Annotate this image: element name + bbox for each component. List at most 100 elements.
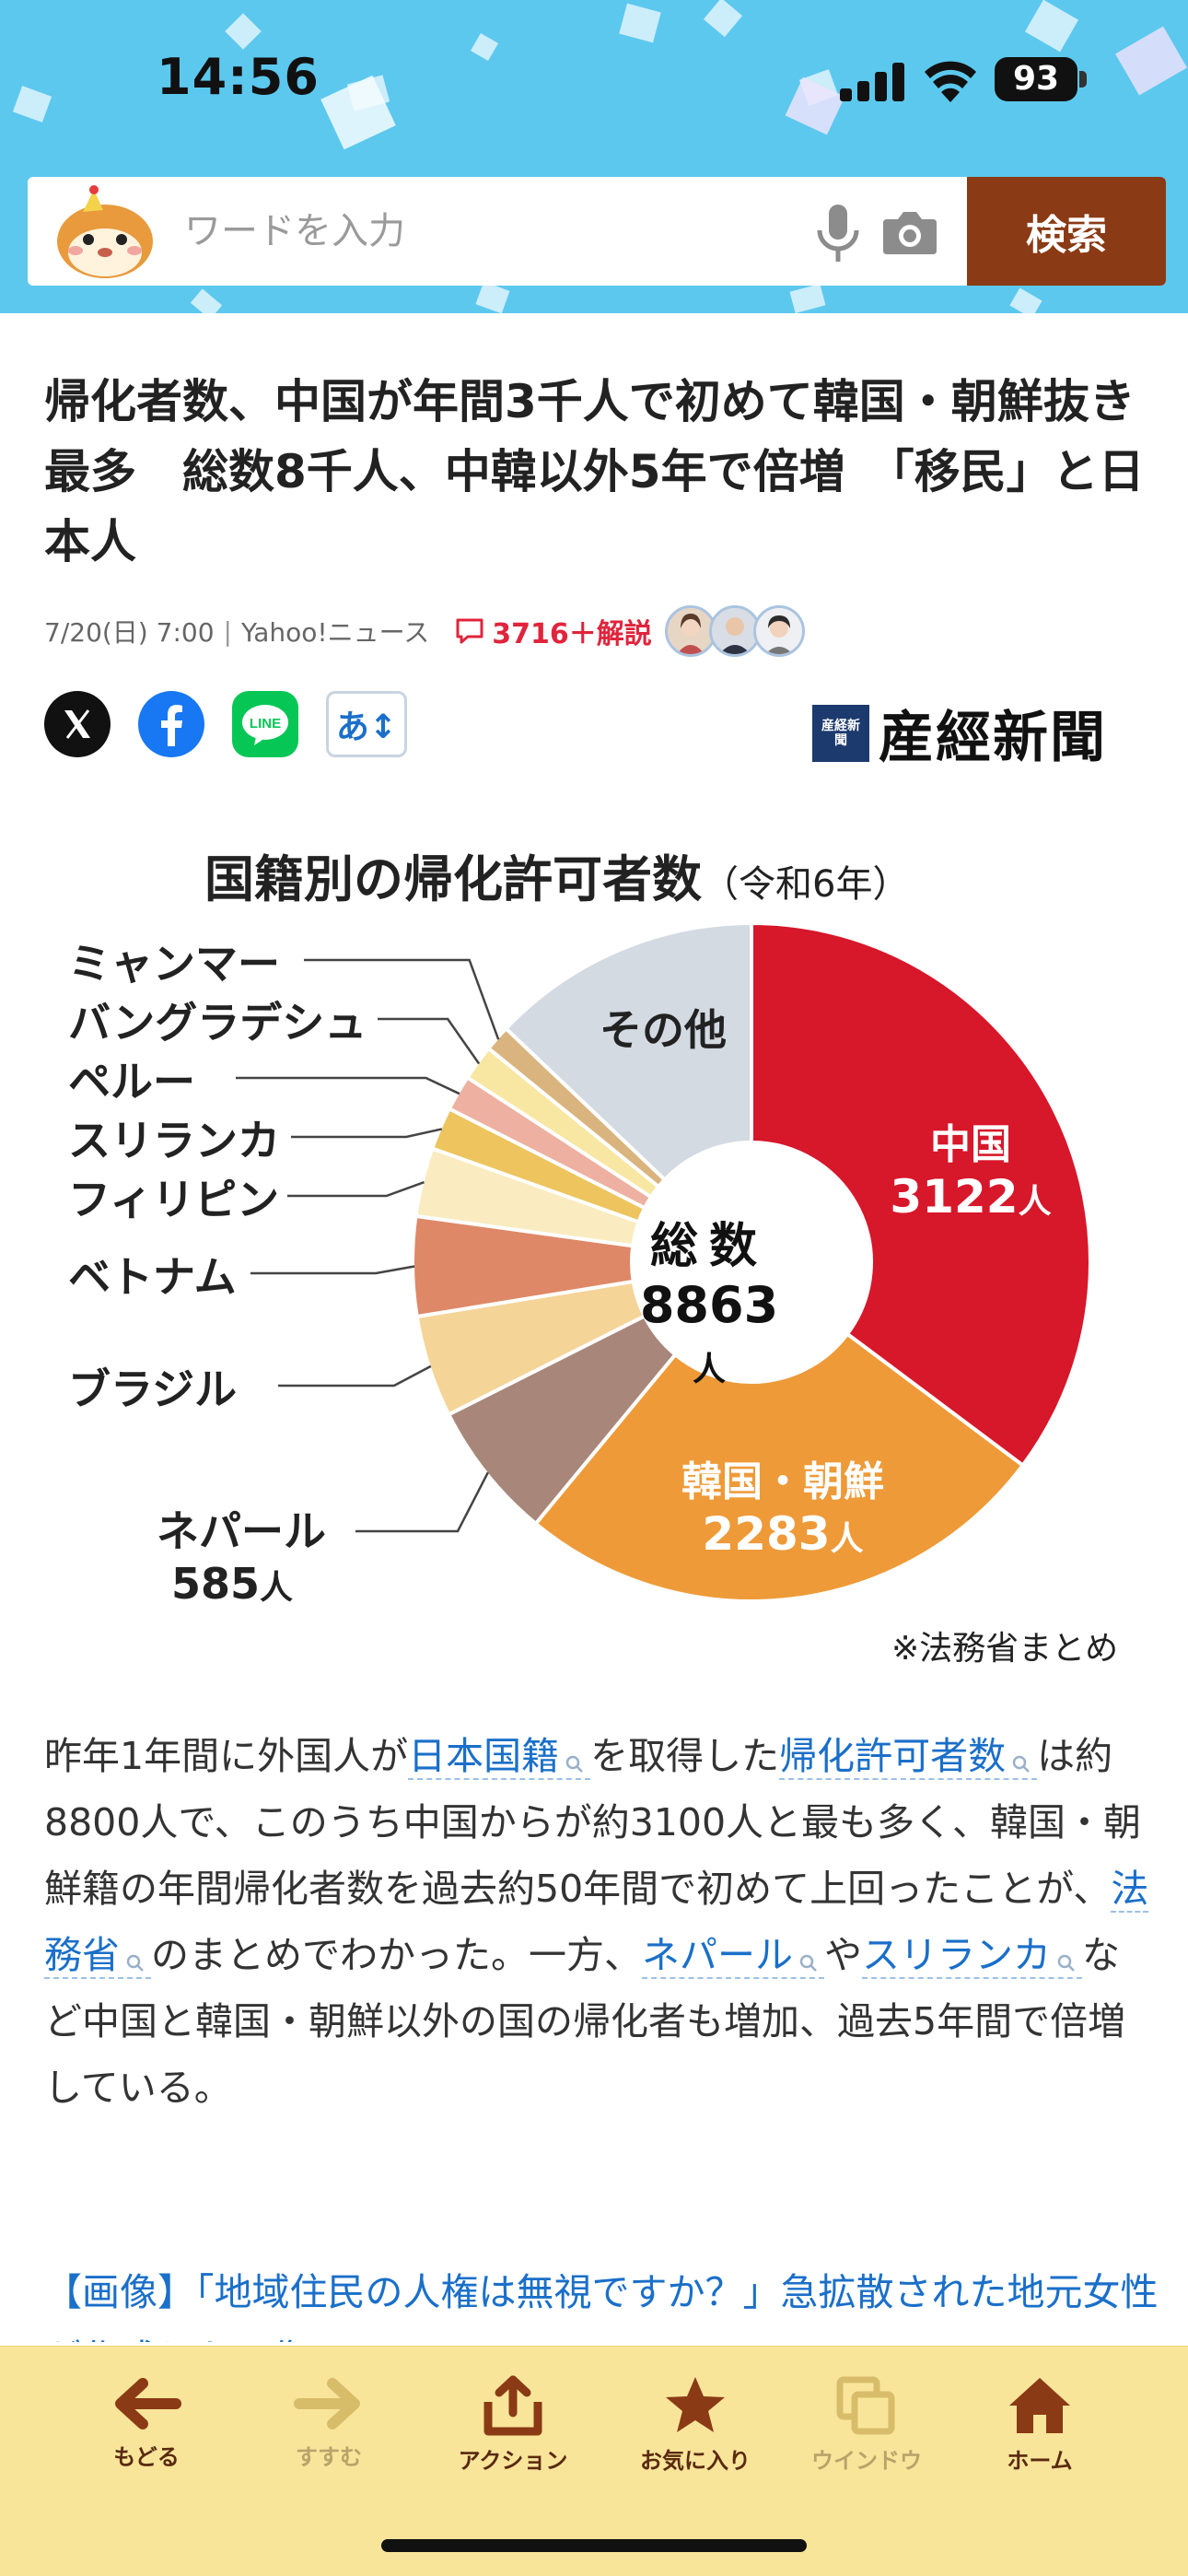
search-icon (1057, 1954, 1075, 1972)
forward-label: すすむ (296, 2444, 362, 2470)
share-facebook-button[interactable] (138, 691, 204, 757)
camera-icon[interactable] (879, 205, 940, 260)
publisher-mark: 産経新聞 (812, 704, 869, 762)
related-image-link[interactable]: 【画像】「地域住民の人権は無視ですか？」急拡散された地元女性が作成した画像 (44, 2270, 1159, 2342)
slice-unit: 人 (1018, 1183, 1052, 1221)
forward-button[interactable]: すすむ (250, 2374, 407, 2471)
slice-label-vietnam: ベトナム (68, 1252, 237, 1302)
slice-value-nepal: 585人 (171, 1559, 293, 1609)
slice-label-nepal: ネパール (157, 1506, 326, 1556)
body-text-span: を取得した (590, 1734, 780, 1778)
confetti (190, 288, 223, 313)
leader-line-8 (378, 1017, 481, 1065)
action-button[interactable]: アクション (435, 2374, 591, 2475)
slice-label-philippines: フィリピン (68, 1175, 280, 1224)
slice-china-name: 中国 (930, 1121, 1011, 1168)
share-line-button[interactable]: LINE (232, 691, 298, 757)
home-label: ホーム (1007, 2448, 1073, 2474)
keyword-text: スリランカ (862, 1933, 1051, 1977)
share-x-button[interactable] (44, 691, 111, 757)
avatar[interactable] (664, 605, 716, 657)
arrow-left-icon (115, 2378, 181, 2430)
font-size-button[interactable]: あ↕ (326, 691, 407, 757)
slice-label-other: その他 (600, 1005, 727, 1055)
home-button[interactable]: ホーム (961, 2374, 1118, 2475)
microphone-icon[interactable] (810, 201, 866, 265)
chart-center-unit: 人 (692, 1351, 726, 1388)
favorite-button[interactable]: お気に入り (617, 2374, 774, 2475)
search-icon (126, 1954, 144, 1972)
leader-line-7 (236, 1076, 460, 1095)
share-action-icon (483, 2375, 542, 2436)
star-icon (666, 2377, 725, 2432)
slice-label-myanmar: ミャンマー (68, 939, 280, 989)
confetti (789, 284, 826, 313)
chart-center-total: 総数 8863 人 (626, 1207, 792, 1392)
slice-korea-label: 韓国・朝鮮 2283人 (663, 1448, 903, 1561)
battery-icon: 93 (995, 57, 1087, 101)
expert-avatars[interactable] (664, 605, 805, 657)
slice-value-nepal-number: 585 (171, 1559, 261, 1609)
article-title: 帰化者数、中国が年間3千人で初めて韓国・朝鮮抜き最多 総数8千人、中韓以外5年で… (44, 375, 1145, 568)
slice-unit: 人 (260, 1569, 294, 1607)
facebook-logo-icon (161, 705, 182, 746)
body-text-span: など中国と韓国・朝鮮以外の国の帰化者も増加、過去5年間で倍増している。 (44, 1933, 1126, 2110)
home-icon (1009, 2378, 1070, 2433)
chart-subtitle: （令和6年） (702, 863, 910, 906)
leader-line-5 (287, 1181, 425, 1198)
leader-line-9 (304, 958, 500, 1040)
windows-icon (836, 2376, 895, 2435)
chart-center-value: 8863 (639, 1276, 779, 1334)
keyword-text: 帰化許可者数 (779, 1734, 1007, 1778)
confetti (1009, 287, 1042, 313)
status-bar: 14:56 93 (0, 0, 1188, 166)
comments-link[interactable]: 3716＋解説 (455, 611, 652, 651)
search-input[interactable] (184, 195, 792, 267)
slice-korea-name: 韓国・朝鮮 (681, 1458, 884, 1505)
slice-unit: 人 (830, 1520, 864, 1558)
svg-text:LINE: LINE (250, 716, 281, 732)
comment-icon (456, 618, 483, 644)
bottom-toolbar: もどる すすむ アクション お気に入り ウインドウ ホーム (0, 2346, 1188, 2576)
publisher-name: 産經新聞 (879, 706, 1107, 770)
chart-title-text: 国籍別の帰化許可者数 (204, 850, 702, 908)
share-buttons: LINE あ↕ (44, 691, 407, 757)
window-button[interactable]: ウインドウ (788, 2374, 945, 2475)
slice-label-srilanka: スリランカ (68, 1116, 280, 1165)
x-logo-icon (64, 709, 90, 739)
leader-line-6 (291, 1128, 443, 1139)
leader-line-2 (355, 1471, 489, 1533)
line-logo-icon: LINE (242, 705, 288, 745)
slice-china-value: 3122 (890, 1170, 1019, 1224)
avatar[interactable] (752, 605, 805, 657)
search-bar: 検索 (28, 177, 1166, 286)
search-button[interactable]: 検索 (967, 177, 1166, 286)
body-text-span: のまとめでわかった。一方、 (151, 1933, 642, 1977)
slice-china-label: 中国 3122人 (869, 1111, 1072, 1224)
keyword-text: 日本国籍 (408, 1734, 560, 1778)
meta-separator: | (223, 615, 232, 647)
window-label: ウインドウ (811, 2448, 922, 2474)
keyword-text: 法務省 (44, 1867, 1149, 1977)
avatar[interactable] (708, 605, 761, 657)
chart-source-note: ※法務省まとめ (891, 1630, 1119, 1668)
keyword-link-nepal[interactable]: ネパール (642, 1933, 824, 1979)
mascot-logo-icon[interactable] (50, 184, 160, 280)
home-indicator[interactable] (381, 2539, 807, 2552)
keyword-text: ネパール (642, 1933, 793, 1977)
back-button[interactable]: もどる (68, 2374, 225, 2471)
article-image-chart[interactable]: 国籍別の帰化許可者数（令和6年） ミャンマー バングラデシュ ペルー スリランカ… (0, 802, 1188, 1686)
keyword-link-nationality[interactable]: 日本国籍 (408, 1734, 591, 1780)
arrow-right-icon (294, 2378, 360, 2430)
action-label: アクション (458, 2448, 568, 2474)
keyword-link-naturalization[interactable]: 帰化許可者数 (779, 1734, 1038, 1780)
status-time: 14:56 (157, 48, 320, 106)
donut-slice-0 (750, 920, 1092, 1469)
cellular-signal-icon (840, 61, 906, 101)
keyword-link-srilanka[interactable]: スリランカ (862, 1933, 1082, 1979)
publisher-logo[interactable]: 産経新聞 産經新聞 (812, 693, 1107, 773)
body-text-span: 昨年1年間に外国人が (44, 1734, 409, 1778)
slice-label-brazil: ブラジル (68, 1364, 238, 1414)
slice-korea-value: 2283 (702, 1507, 831, 1561)
keyword-link-moj[interactable]: 法務省 (44, 1867, 1149, 1979)
